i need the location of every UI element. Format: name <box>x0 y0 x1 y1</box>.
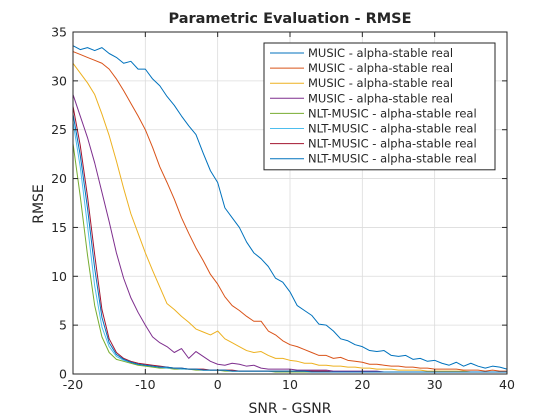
legend-entry-1: MUSIC - alpha-stable real <box>308 46 453 60</box>
y-tick-label: 10 <box>51 269 67 284</box>
legend-entry-6: NLT-MUSIC - alpha-stable real <box>308 122 477 136</box>
x-tick-label: -10 <box>135 377 155 392</box>
legend-box <box>263 42 496 171</box>
y-tick-label: 35 <box>51 25 67 40</box>
x-tick-label: 20 <box>354 377 370 392</box>
y-axis-label: RMSE <box>31 184 47 224</box>
legend-entry-3: MUSIC - alpha-stable real <box>308 76 453 90</box>
x-tick-label: 30 <box>427 377 443 392</box>
x-tick-label: 10 <box>282 377 298 392</box>
x-tick-label: -20 <box>63 377 83 392</box>
chart-title: Parametric Evaluation - RMSE <box>168 11 411 27</box>
y-tick-label: 30 <box>51 73 67 88</box>
legend-entry-4: MUSIC - alpha-stable real <box>308 91 453 105</box>
x-tick-label: 0 <box>214 377 222 392</box>
legend-entry-2: MUSIC - alpha-stable real <box>308 61 453 75</box>
x-axis-label: SNR - GSNR <box>249 401 332 417</box>
legend-entry-7: NLT-MUSIC - alpha-stable real <box>308 137 477 151</box>
series-line-1 <box>72 45 508 370</box>
tick-layer: -20 -10 0 10 20 30 40 0 5 10 15 20 25 30 35 <box>51 25 515 393</box>
legend-entry-5: NLT-MUSIC - alpha-stable real <box>308 106 477 120</box>
y-tick-label: 20 <box>51 171 67 186</box>
y-tick-label: 5 <box>59 318 67 333</box>
y-tick-label: 25 <box>51 122 67 137</box>
x-tick-label: 40 <box>499 377 515 392</box>
y-tick-label: 15 <box>51 220 67 235</box>
legend-entry-8: NLT-MUSIC - alpha-stable real <box>308 152 477 166</box>
y-tick-label: 0 <box>59 367 67 382</box>
